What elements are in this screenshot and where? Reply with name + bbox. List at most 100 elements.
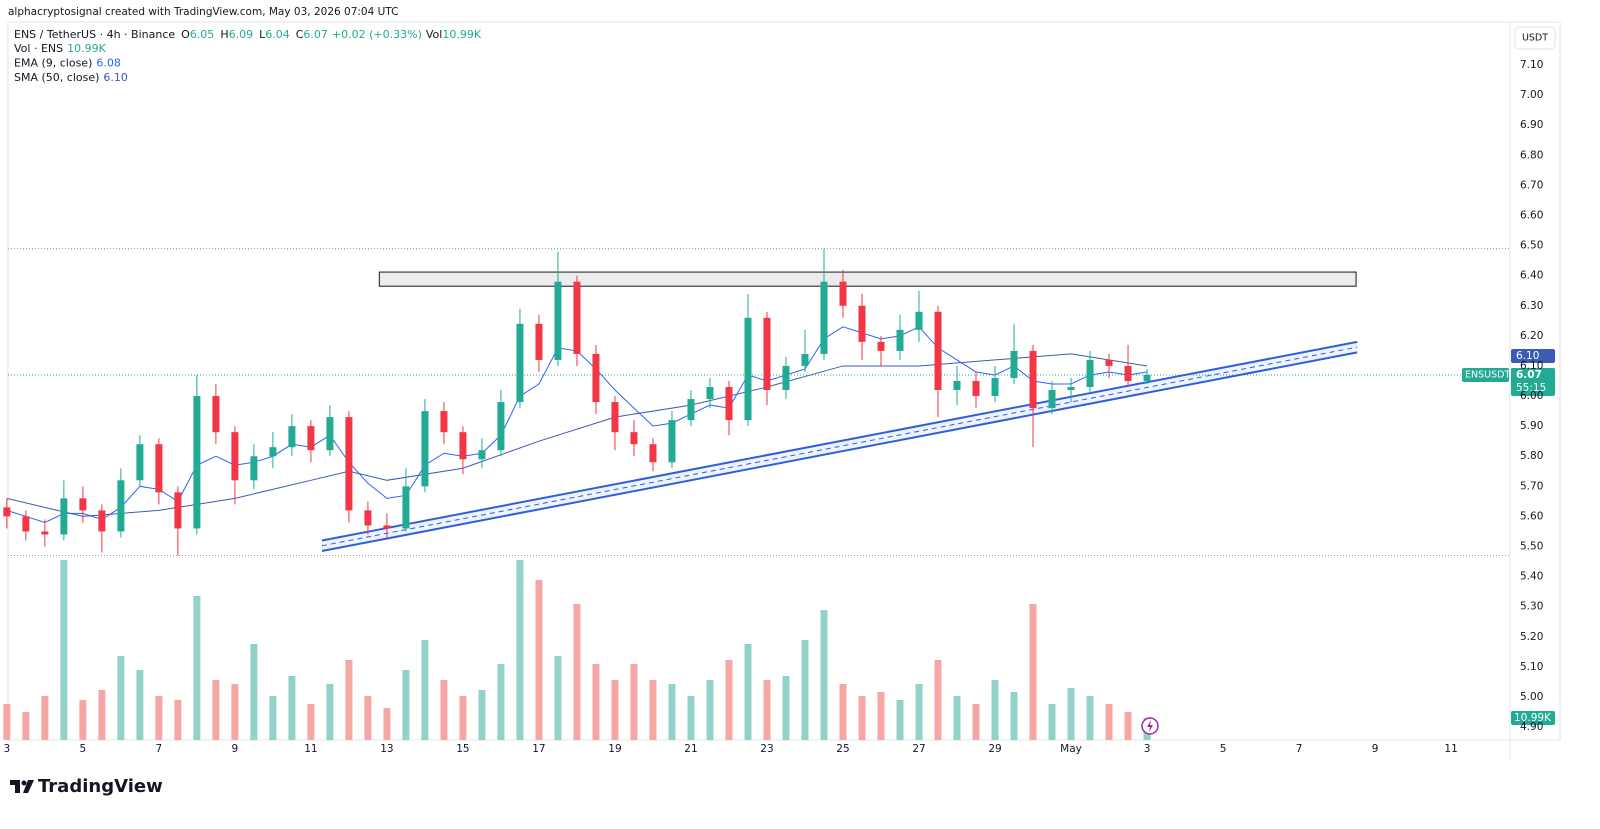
candle-body	[459, 432, 467, 460]
volume-bar	[250, 644, 258, 740]
candle-body	[1029, 350, 1037, 409]
volume-bar	[687, 696, 695, 740]
candle-body	[402, 486, 410, 529]
candle-body	[1143, 374, 1151, 381]
candle-body	[592, 353, 600, 403]
volume-bar	[1010, 692, 1018, 740]
volume-bar	[307, 704, 315, 740]
volume-bar	[1067, 688, 1075, 740]
candle-body	[174, 492, 182, 529]
sma-price-tag-bg	[1511, 348, 1555, 363]
volume-bar	[573, 604, 581, 740]
candle-body	[516, 323, 524, 403]
volume-bar	[402, 670, 410, 740]
volume-bar	[706, 680, 714, 740]
candle-body	[725, 387, 733, 421]
y-tick-label: 5.90	[1520, 420, 1543, 432]
y-tick-label: 6.30	[1520, 300, 1543, 312]
candle-body	[136, 444, 144, 481]
indicator-name: SMA (50, close)	[14, 71, 99, 84]
volume-bar	[858, 696, 866, 740]
volume-bar	[934, 660, 942, 740]
candle-body	[1010, 350, 1018, 378]
volume-bar	[630, 664, 638, 740]
volume-bar	[1105, 704, 1113, 740]
x-tick-label: 13	[380, 743, 393, 755]
candle-body	[269, 447, 277, 457]
volume-bar	[288, 676, 296, 740]
y-tick-label: 5.30	[1520, 601, 1543, 613]
volume-bar	[3, 704, 11, 740]
candle-body	[953, 381, 961, 391]
ohlc-label: L	[259, 28, 266, 41]
volume-bar	[801, 640, 809, 740]
x-tick-label: 5	[1220, 743, 1227, 755]
volume-bar	[611, 680, 619, 740]
channel-upper	[321, 340, 1358, 542]
x-tick-label: 25	[836, 743, 849, 755]
candle-body	[497, 402, 505, 451]
volume-bar	[79, 700, 87, 740]
volume-bar	[193, 596, 201, 740]
volume-tag-bg	[1511, 711, 1555, 726]
y-tick-label: 5.10	[1520, 661, 1543, 673]
channel-fill	[321, 341, 1358, 552]
change: +0.02 (+0.33%)	[332, 28, 422, 41]
x-tick-label: 5	[80, 743, 87, 755]
candle-body	[630, 432, 638, 445]
x-tick-label: 7	[156, 743, 163, 755]
y-tick-label: 6.60	[1520, 209, 1543, 221]
candle-body	[383, 525, 391, 529]
volume-bar	[364, 696, 372, 740]
symbol-tag: ENSUSDT	[1465, 369, 1510, 380]
candle-body	[288, 426, 296, 448]
x-tick-label: 7	[1296, 743, 1303, 755]
indicator-legend: EMA (9, close) 6.08	[14, 57, 121, 70]
volume-bar	[668, 684, 676, 740]
vol-label: Vol	[426, 28, 442, 41]
candle-body	[98, 510, 106, 532]
volume-bar	[516, 560, 524, 740]
volume-bar	[440, 680, 448, 740]
candle-body	[1048, 390, 1056, 409]
volume-bar	[1086, 696, 1094, 740]
ohlc-label: H	[220, 28, 228, 41]
ohlc-value: 6.07	[303, 28, 328, 41]
volume-bar	[155, 696, 163, 740]
x-tick-label: 3	[4, 743, 11, 755]
ohlc-value: 6.09	[229, 28, 254, 41]
candle-body	[896, 329, 904, 351]
x-tick-label: 3	[1144, 743, 1151, 755]
volume-bar	[212, 680, 220, 740]
volume-bar	[763, 680, 771, 740]
status-line: ENS / TetherUS · 4h · Binance O6.05 H6.09 L…	[14, 28, 482, 41]
currency-button[interactable]	[1514, 26, 1556, 50]
volume-bar	[991, 680, 999, 740]
candle-body	[554, 281, 562, 360]
y-tick-label: 6.90	[1520, 119, 1543, 131]
plot-area	[3, 248, 1510, 740]
sma-line	[6, 353, 1148, 517]
alert-icon-bolt	[1147, 720, 1153, 732]
countdown: 55:15	[1516, 382, 1546, 394]
logo-dot	[21, 780, 27, 786]
volume-bar	[554, 656, 562, 740]
candle-body	[934, 311, 942, 391]
volume-bar	[592, 664, 600, 740]
volume-bar	[649, 680, 657, 740]
brand: TradingView	[38, 776, 163, 797]
candle-body	[79, 498, 87, 511]
candle-body	[877, 341, 885, 351]
sma-price-tag: 6.10	[1516, 350, 1539, 362]
y-tick-label: 6.80	[1520, 149, 1543, 161]
y-tick-label: 7.00	[1520, 89, 1543, 101]
volume-bar	[535, 580, 543, 740]
volume-bar	[839, 684, 847, 740]
candle-body	[744, 317, 752, 421]
ohlc-value: 6.04	[265, 28, 290, 41]
logo-mark	[10, 780, 20, 793]
candle-body	[573, 281, 581, 354]
volume-bar	[345, 660, 353, 740]
